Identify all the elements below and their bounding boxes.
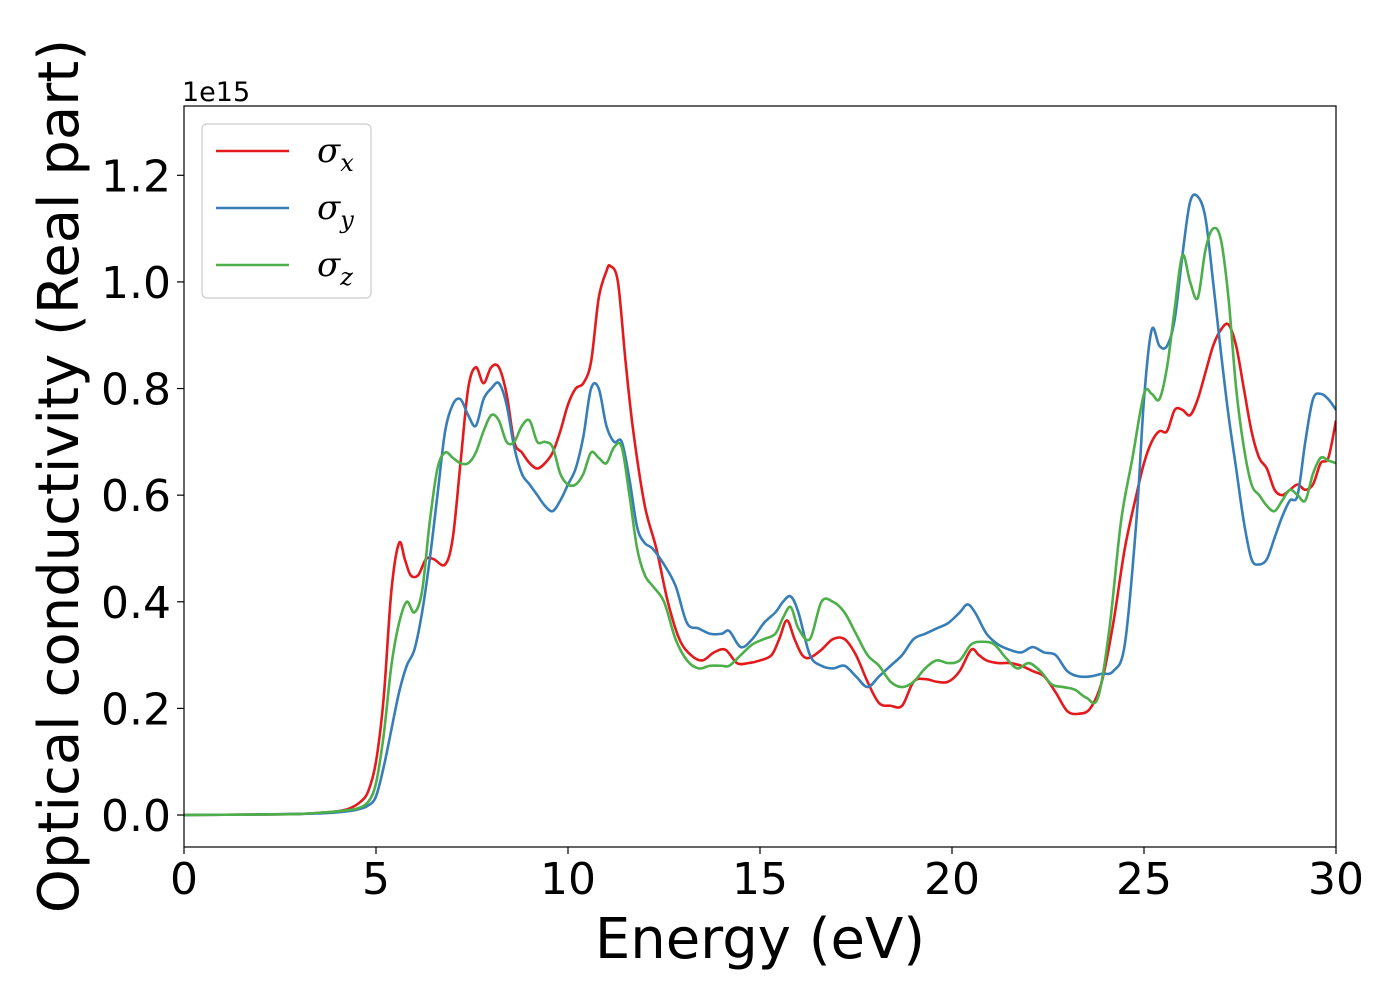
- legend-label-y: σy: [317, 188, 354, 234]
- plot-lines: [184, 193, 1336, 817]
- legend-label-z: σz: [317, 245, 353, 291]
- x-tick-label: 15: [732, 854, 788, 905]
- x-tick-label: 10: [540, 854, 596, 905]
- y-tick-label: 1.0: [101, 258, 171, 309]
- legend-box: [201, 123, 372, 299]
- x-tick-label: 20: [924, 854, 980, 905]
- y-tick-label: 0.8: [101, 365, 171, 416]
- y-tick-label: 0.0: [101, 791, 171, 842]
- x-tick-label: 5: [362, 854, 390, 905]
- x-tick-label: 25: [1116, 854, 1172, 905]
- series-line-z: [184, 226, 1336, 817]
- legend-label-x: σx: [317, 131, 354, 177]
- y-tick-label: 0.4: [101, 578, 171, 629]
- y-tick-label: 0.2: [101, 684, 171, 735]
- series-line-y: [184, 193, 1336, 817]
- series-line-x: [184, 263, 1336, 817]
- y-tick-label: 1.2: [101, 151, 171, 202]
- y-axis-label: Optical conductivity (Real part): [27, 39, 92, 913]
- y-axis: 0.0 0.2 0.4 0.6 0.8 1.0 1.2: [101, 151, 184, 842]
- legend: σx σy σz: [201, 123, 372, 299]
- y-tick-label: 0.6: [101, 471, 171, 522]
- x-axis-label: Energy (eV): [595, 907, 925, 972]
- x-axis: 0 5 10 15 20 25 30: [170, 847, 1364, 905]
- x-tick-label: 30: [1308, 854, 1364, 905]
- x-tick-label: 0: [170, 854, 198, 905]
- y-offset-label: 1e15: [182, 77, 250, 108]
